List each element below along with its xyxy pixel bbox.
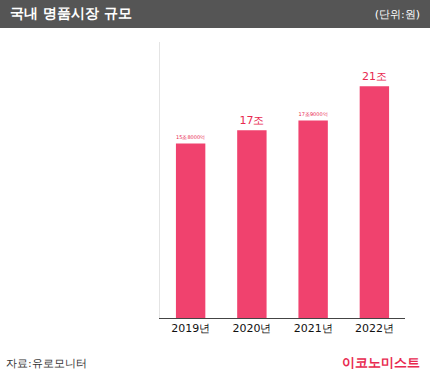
html-text:자료:유로모니터: 자료:유로모니터	[6, 357, 87, 370]
svg-text:2020년: 2020년	[232, 322, 271, 335]
html-text:(단위:원): (단위:원)	[374, 8, 420, 21]
svg-text:17조: 17조	[239, 114, 264, 127]
svg-text:17조9000억: 17조9000억	[298, 111, 327, 117]
html-text:국내 명품시장 규모: 국내 명품시장 규모	[10, 5, 132, 21]
svg-text:2021년: 2021년	[294, 322, 333, 335]
svg-text:2019년: 2019년	[171, 322, 210, 335]
svg-text:21조: 21조	[362, 70, 387, 83]
html-text:이코노미스트: 이코노미스트	[342, 355, 420, 370]
svg-text:2022년: 2022년	[355, 322, 394, 335]
svg-text:15조8000억: 15조8000억	[176, 134, 205, 140]
